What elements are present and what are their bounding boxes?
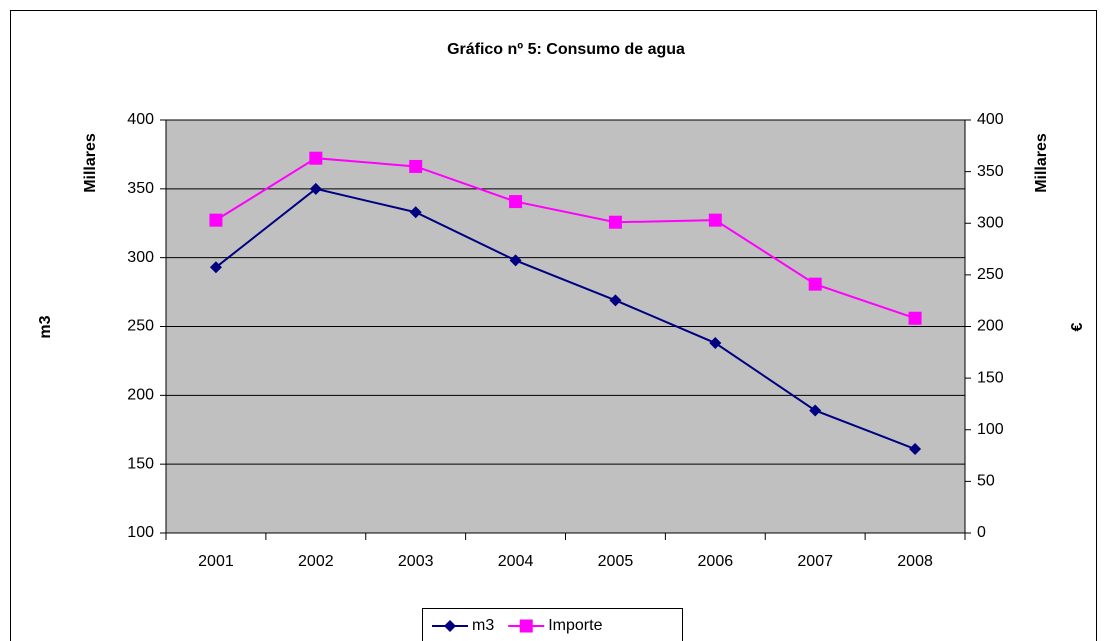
x-tick-label: 2008	[897, 553, 933, 570]
x-tick-label: 2004	[498, 553, 534, 570]
y-tick-label: 100	[127, 524, 154, 541]
y2-tick-label: 200	[977, 318, 1004, 335]
series-line	[215, 157, 916, 320]
marker	[444, 620, 456, 632]
y-tick-label: 200	[127, 387, 154, 404]
y-tick-label: 400	[127, 111, 154, 128]
y-tick-label: 350	[127, 180, 154, 197]
marker	[809, 404, 822, 417]
x-tick-label: 2006	[698, 553, 734, 570]
marker	[209, 213, 223, 227]
legend-box	[422, 608, 683, 641]
x-tick-label: 2003	[398, 553, 434, 570]
marker	[909, 443, 922, 456]
marker	[709, 337, 722, 350]
series-line	[215, 187, 916, 450]
y-tick-label: 300	[127, 249, 154, 266]
y-axis-label: m3	[37, 315, 54, 338]
y2-tick-label: 100	[977, 421, 1004, 438]
y2-tick-label: 350	[977, 163, 1004, 180]
marker	[209, 261, 222, 274]
marker	[519, 619, 533, 633]
y2-tick-label: 150	[977, 369, 1004, 386]
x-tick-label: 2005	[598, 553, 634, 570]
marker	[509, 254, 522, 267]
marker	[409, 206, 422, 219]
y2-tick-label: 0	[977, 524, 986, 541]
legend-label: Importe	[548, 617, 602, 634]
y2-unit-label: Millares	[1033, 133, 1050, 193]
x-tick-label: 2002	[298, 553, 334, 570]
marker	[509, 195, 523, 209]
marker	[808, 277, 822, 291]
legend-label: m3	[472, 617, 494, 634]
y-tick-label: 250	[127, 318, 154, 335]
marker	[409, 159, 423, 173]
y2-tick-label: 50	[977, 473, 995, 490]
marker	[309, 151, 323, 165]
y2-axis-label: €	[1069, 322, 1086, 331]
marker	[708, 213, 722, 227]
x-tick-label: 2001	[198, 553, 234, 570]
marker	[609, 294, 622, 307]
marker	[608, 215, 622, 229]
x-tick-label: 2007	[797, 553, 833, 570]
y2-tick-label: 400	[977, 111, 1004, 128]
y-unit-label: Millares	[82, 133, 99, 193]
marker	[309, 182, 322, 195]
chart-title: Gráfico nº 5: Consumo de agua	[447, 41, 685, 58]
marker	[908, 311, 922, 325]
y-tick-label: 150	[127, 455, 154, 472]
y2-tick-label: 250	[977, 266, 1004, 283]
y2-tick-label: 300	[977, 214, 1004, 231]
